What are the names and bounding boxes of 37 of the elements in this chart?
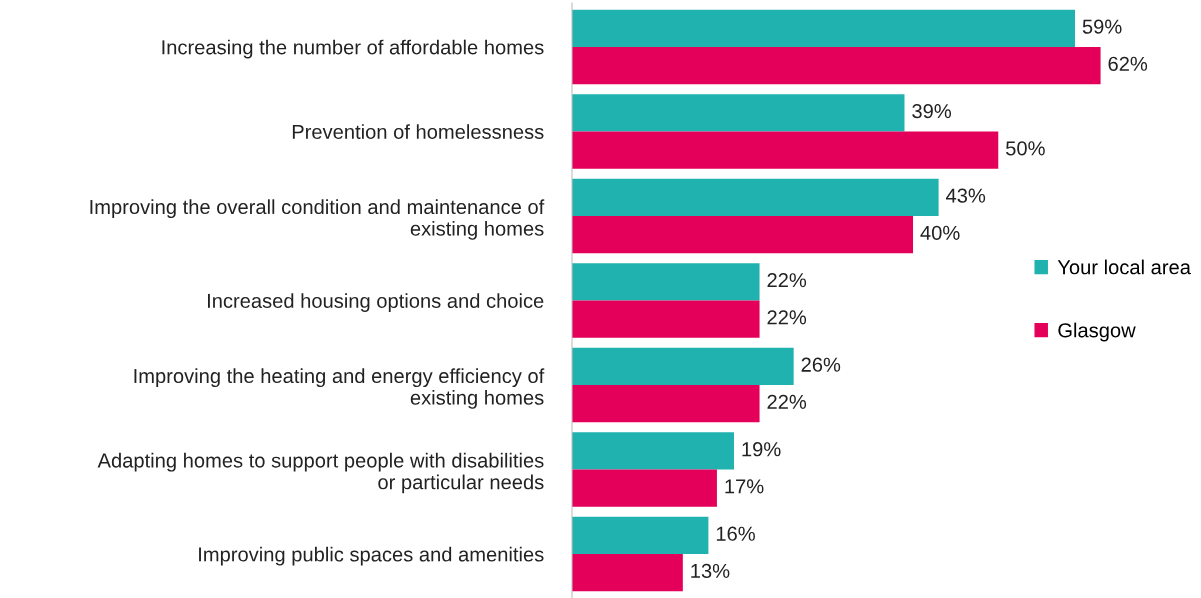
data-label: 17% — [725, 479, 764, 494]
y-tick-label: Improving the overall condition and maintenance of existing homes — [90, 199, 545, 240]
data-label: 39% — [912, 104, 952, 119]
data-label: 59% — [1082, 19, 1122, 34]
data-label: 22% — [767, 273, 807, 288]
bar — [572, 46, 1101, 85]
data-label: 50% — [1006, 141, 1045, 156]
y-tick-label: Increasing the number of affordable homes — [162, 39, 544, 59]
data-label: 22% — [767, 394, 807, 409]
bar — [572, 263, 760, 301]
bar — [572, 178, 939, 216]
data-label: 16% — [716, 526, 755, 541]
bar — [572, 9, 1075, 47]
data-label: 22% — [767, 310, 807, 325]
bar — [572, 300, 760, 338]
bar — [572, 347, 794, 386]
data-label: 62% — [1108, 56, 1148, 71]
y-tick-label: Prevention of homelessness — [292, 124, 544, 139]
data-label: 13% — [691, 563, 730, 579]
data-label: 43% — [946, 188, 986, 203]
bar — [572, 385, 760, 423]
bar — [572, 131, 999, 169]
y-tick-label: Improving public spaces and amenities — [199, 546, 544, 566]
legend-label: Your local area — [1057, 259, 1191, 275]
legend-label: Glasgow — [1058, 322, 1136, 342]
bar — [572, 94, 905, 132]
bar — [572, 432, 734, 470]
y-tick-label: Increased housing options and choice — [207, 293, 544, 312]
data-label: 19% — [742, 442, 781, 457]
bar — [572, 469, 717, 507]
y-tick-label: Improving the heating and energy efficiency of existing homes — [134, 368, 545, 409]
data-label: 40% — [920, 225, 960, 240]
bar — [572, 516, 709, 555]
y-tick-label: Adapting homes to support people with disabilities or particular needs — [97, 452, 544, 494]
bar — [572, 215, 914, 254]
bar — [572, 554, 683, 592]
data-label: 26% — [801, 357, 841, 372]
